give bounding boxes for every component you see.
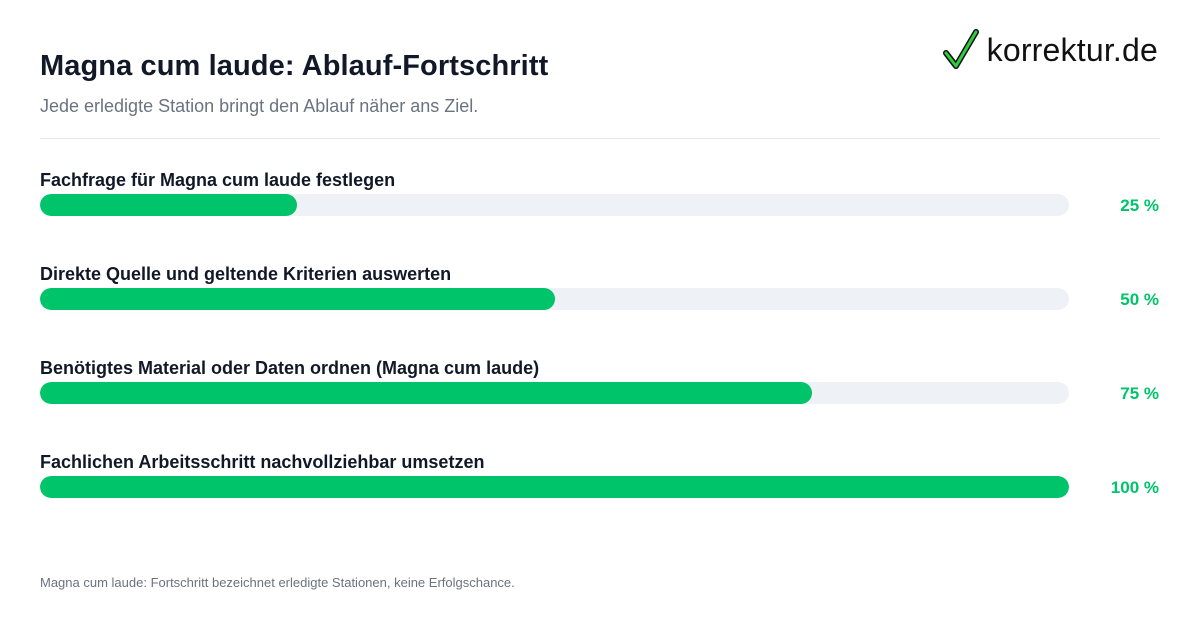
brand-name: korrektur.de <box>986 31 1158 68</box>
progress-track <box>40 382 1069 404</box>
checkmark-icon <box>942 29 979 69</box>
brand-logo: korrektur.de <box>942 28 1158 72</box>
progress-bar <box>40 382 812 404</box>
progress-value-label: 25 % <box>1120 196 1159 215</box>
progress-track <box>40 194 1069 216</box>
progress-row-label: Benötigtes Material oder Daten ordnen (M… <box>40 358 540 378</box>
progress-bar <box>40 288 555 310</box>
chart-subtitle: Jede erledigte Station bringt den Ablauf… <box>40 96 479 116</box>
progress-track <box>40 476 1069 498</box>
progress-row-label: Fachfrage für Magna cum laude festlegen <box>40 170 396 190</box>
progress-bar <box>40 476 1069 498</box>
progress-value-label: 50 % <box>1120 290 1159 309</box>
footnote: Magna cum laude: Fortschritt bezeichnet … <box>40 575 515 590</box>
header-divider <box>40 138 1160 139</box>
progress-value-label: 100 % <box>1110 478 1159 497</box>
progress-track <box>40 288 1069 310</box>
progress-bar <box>40 194 298 216</box>
progress-row-label: Direkte Quelle und geltende Kriterien au… <box>40 264 452 284</box>
progress-row: Benötigtes Material oder Daten ordnen (M… <box>40 358 1160 418</box>
chart-title: Magna cum laude: Ablauf-Fortschritt <box>40 50 549 82</box>
progress-value-label: 75 % <box>1120 384 1159 403</box>
progress-row: Fachfrage für Magna cum laude festlegen 2… <box>40 170 1160 230</box>
progress-row: Direkte Quelle und geltende Kriterien au… <box>40 264 1160 324</box>
progress-row: Fachlichen Arbeitsschritt nachvollziehba… <box>40 452 1160 512</box>
progress-row-label: Fachlichen Arbeitsschritt nachvollziehba… <box>40 452 485 472</box>
